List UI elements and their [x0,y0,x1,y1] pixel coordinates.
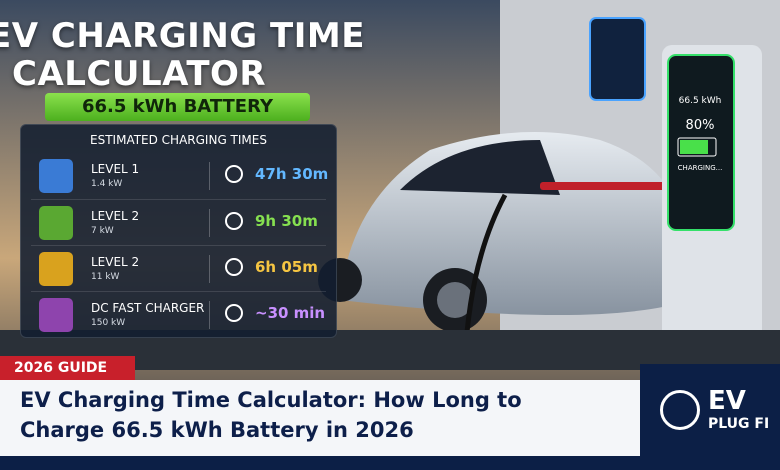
level-name: LEVEL 2 [91,255,140,269]
guide-tag: 2026 GUIDE [0,356,135,380]
charge-time: ~30 min [255,304,326,322]
level-icon [39,298,73,332]
separator [209,255,210,283]
headline-line: Charge 66.5 kWh Battery in 2026 [20,418,414,442]
charge-row: DC FAST CHARGER 150 kW ~30 min [31,291,326,338]
level-power: 150 kW [91,318,126,328]
screen-percent: 80% [685,118,715,133]
brand-logo: EV PLUG FI [640,364,780,470]
title-line: CALCULATOR [12,54,267,94]
level-name: LEVEL 1 [91,162,140,176]
charge-time: 9h 30m [255,212,318,230]
panel-heading: ESTIMATED CHARGING TIMES [90,133,267,147]
level-power: 11 kW [91,272,120,282]
charge-time: 47h 30m [255,165,329,183]
times-panel: ESTIMATED CHARGING TIMES LEVEL 1 1.4 kW … [20,124,337,338]
charge-row: LEVEL 1 1.4 kW 47h 30m [31,153,329,199]
separator [209,301,210,329]
logo-text: PLUG FI [708,416,770,432]
screen-status: CHARGING... [677,164,723,172]
headline-band: EV Charging Time Calculator: How Long to… [0,380,645,456]
level-name: LEVEL 2 [91,209,140,223]
level-name: DC FAST CHARGER [91,301,205,315]
separator [209,162,210,190]
clock-icon [225,258,243,276]
logo-icon [660,390,700,430]
charge-row: LEVEL 2 11 kW 6h 05m [31,245,326,292]
clock-icon [225,304,243,322]
logo-text: EV [708,386,746,416]
level-icon [39,206,73,240]
clock-icon [225,212,243,230]
clock-icon [225,165,243,183]
level-icon [39,252,73,286]
headline-line: EV Charging Time Calculator: How Long to [20,388,522,412]
level-power: 1.4 kW [91,179,123,189]
battery-badge: 66.5 kWh BATTERY [45,93,310,121]
title-line: EV CHARGING TIME [0,16,365,56]
separator [209,209,210,237]
bottom-strip [0,456,645,470]
screen-capacity: 66.5 kWh [678,96,722,106]
level-power: 7 kW [91,226,114,236]
charge-row: LEVEL 2 7 kW 9h 30m [31,199,326,246]
charge-time: 6h 05m [255,258,318,276]
level-icon [39,159,73,193]
